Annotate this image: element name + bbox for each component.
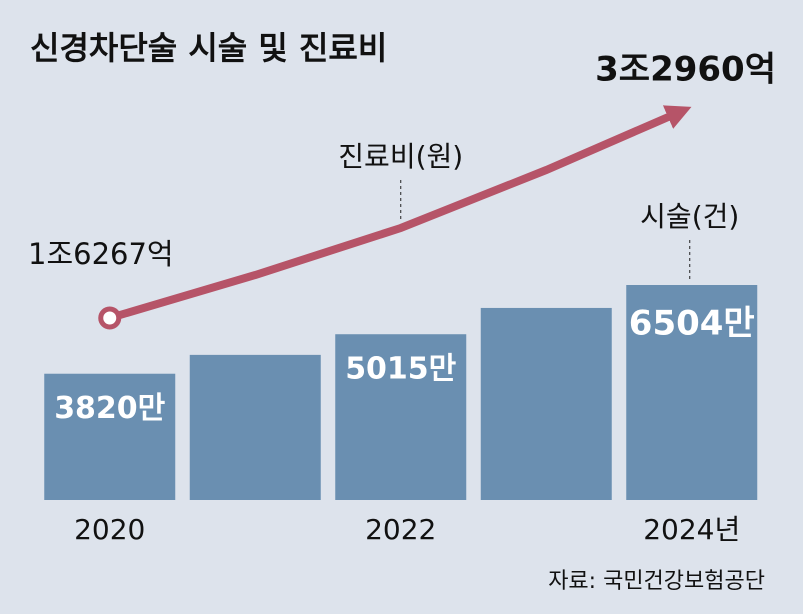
bar <box>189 354 321 500</box>
x-tick-label: 2022 <box>365 513 436 546</box>
x-tick-label: 2020 <box>74 513 145 546</box>
series-label: 시술(건) <box>640 200 739 233</box>
chart-title: 신경차단술 시술 및 진료비 <box>30 29 387 67</box>
source: 자료: 국민건강보험공단 <box>548 569 765 594</box>
bar <box>44 373 176 500</box>
value-label: 3820만 <box>54 391 165 426</box>
series-label: 진료비(원) <box>338 140 463 173</box>
value-label: 1조6267억 <box>28 237 174 271</box>
x-tick-label: 2024년 <box>643 513 740 546</box>
value-label: 3조2960억 <box>595 50 776 90</box>
bar <box>335 334 467 500</box>
bar <box>626 285 758 500</box>
line <box>108 105 692 322</box>
value-label: 5015만 <box>345 352 456 387</box>
value-label: 6504만 <box>629 304 755 344</box>
start-marker <box>98 306 122 330</box>
bar <box>480 307 612 500</box>
